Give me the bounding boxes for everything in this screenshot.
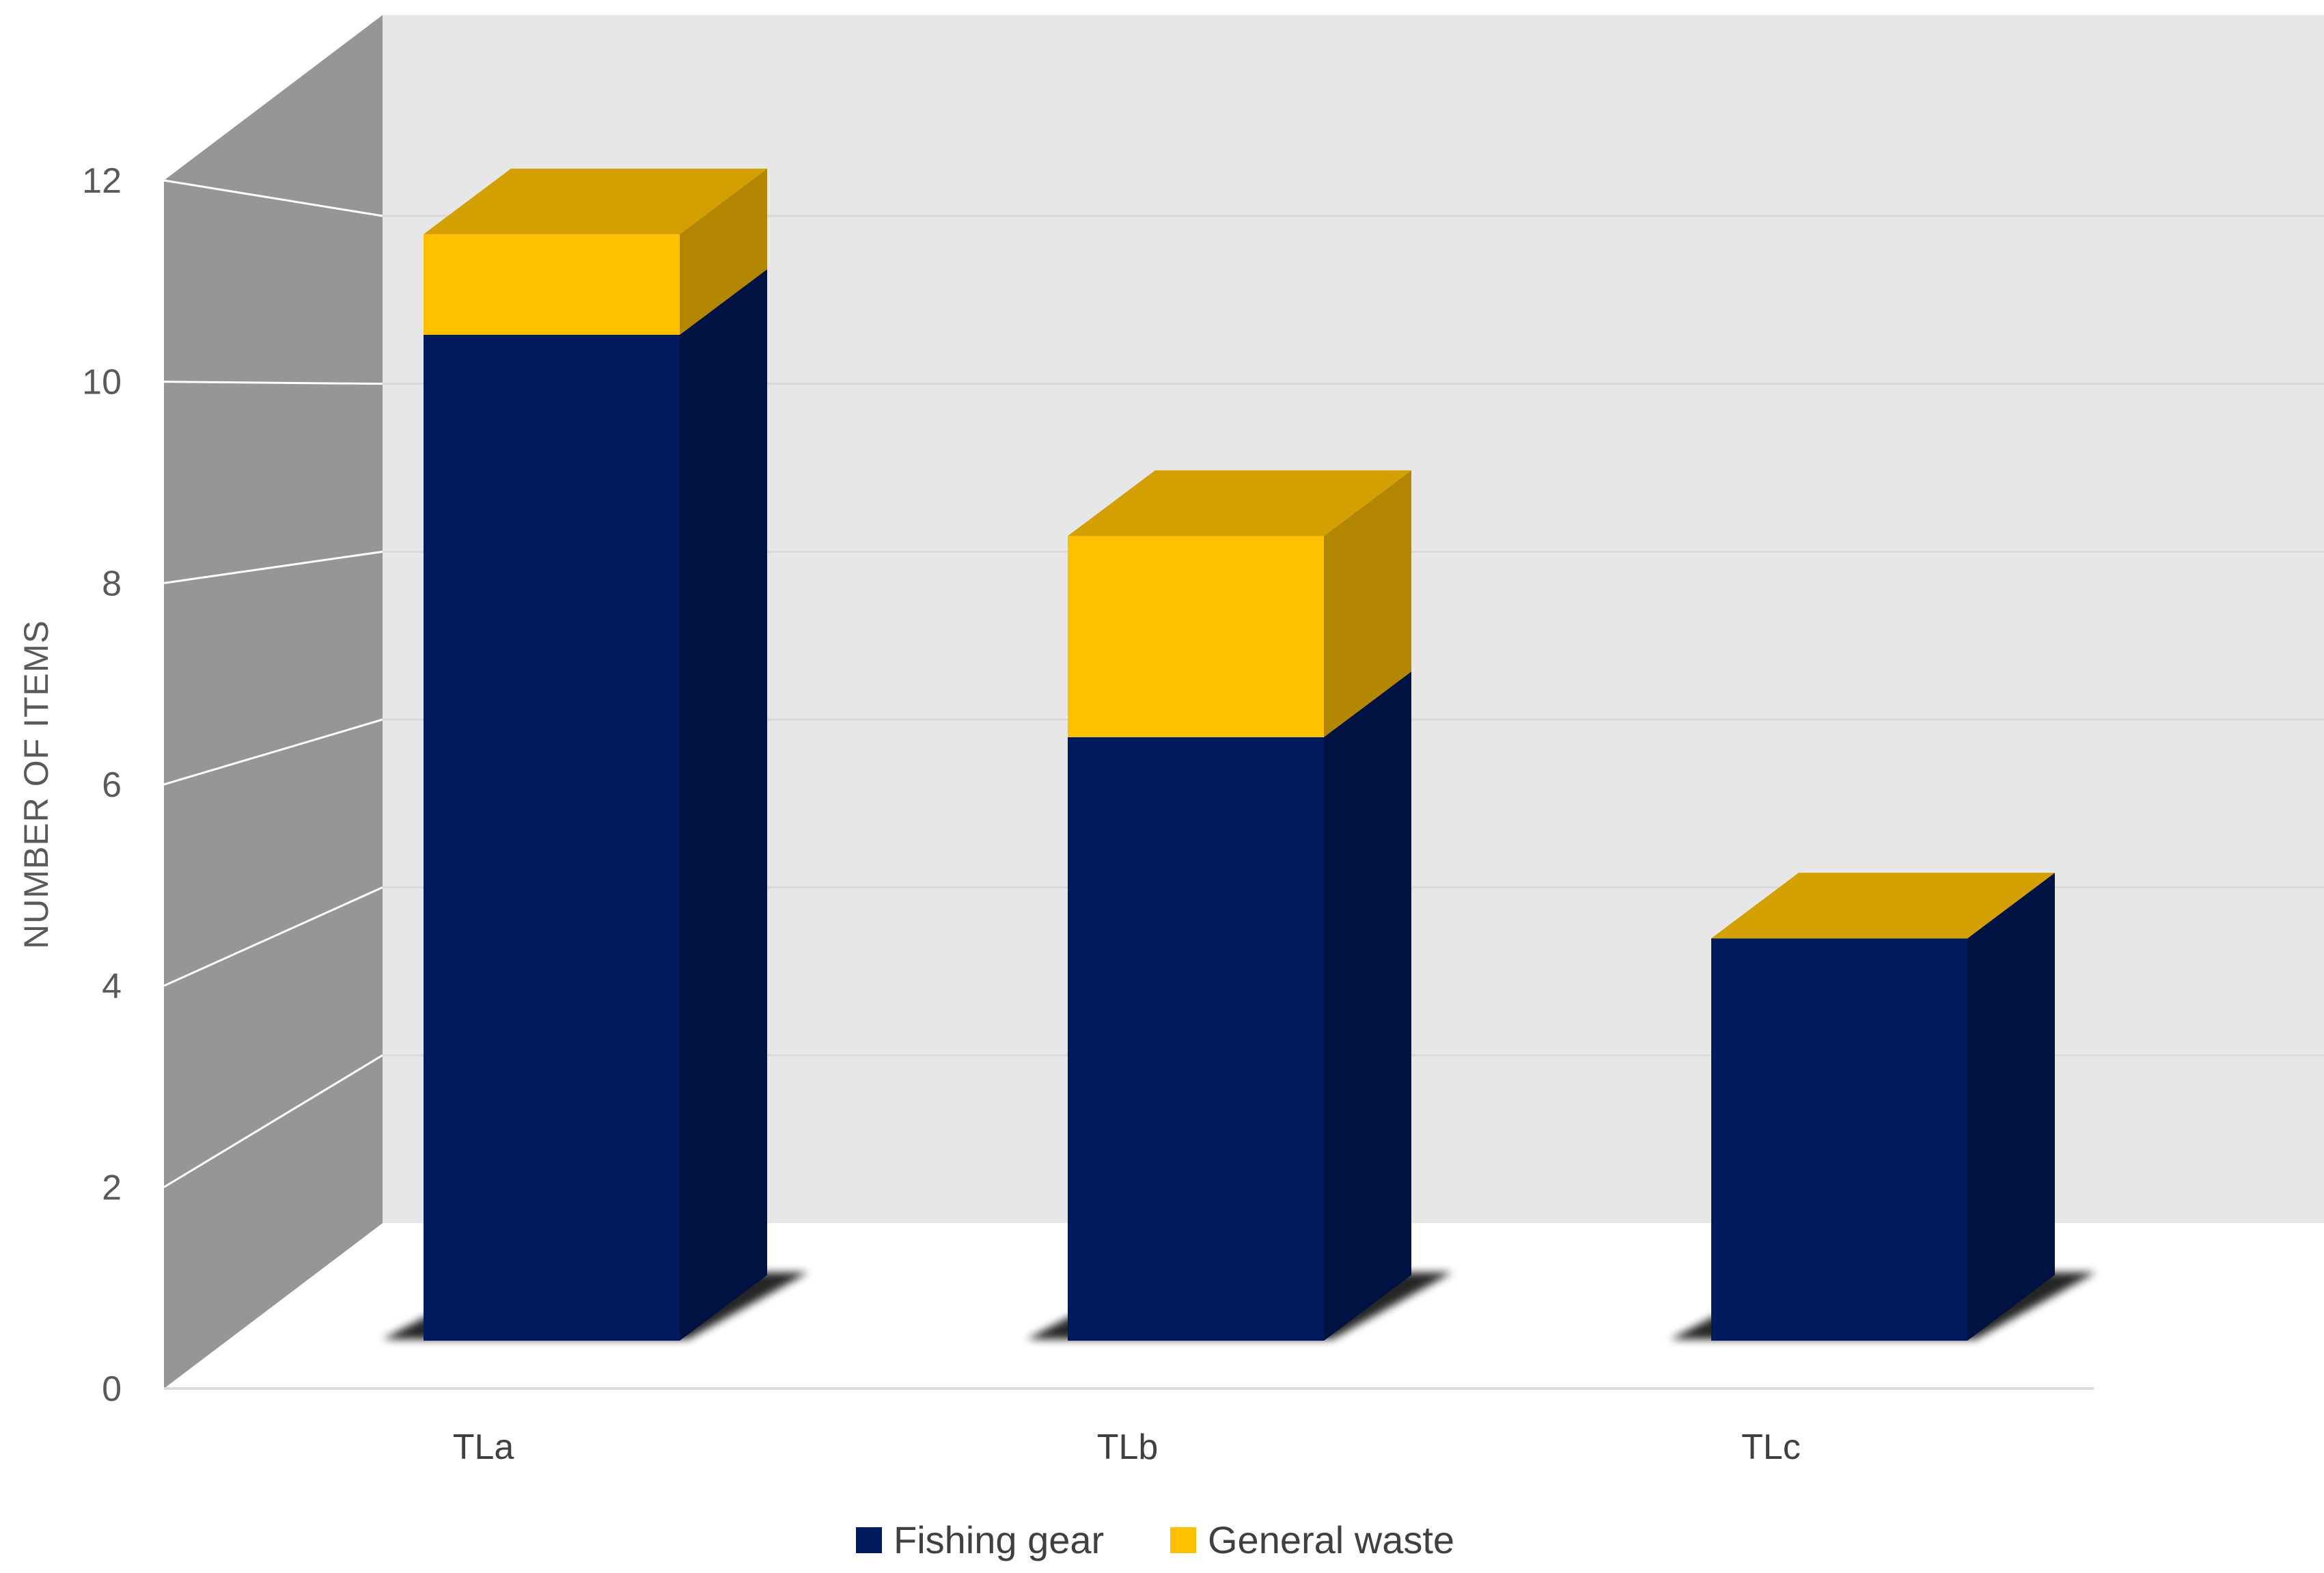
bar-tlb-fishing-gear [1068, 737, 1324, 1341]
gridline-side [163, 550, 383, 584]
legend-swatch-fishing-gear [856, 1527, 882, 1553]
gridline-side [163, 718, 383, 786]
legend: Fishing gear General waste [856, 1518, 1454, 1561]
bar-side-tlc-fishing-gear [1967, 873, 2055, 1341]
x-tick-label-tlc: TLc [1741, 1427, 1801, 1467]
y-axis-title: NUMBER OF ITEMS [17, 620, 55, 949]
bar-side-tlb-general-waste [1324, 470, 1411, 737]
bars [383, 168, 2096, 1341]
legend-label-general-waste: General waste [1208, 1518, 1454, 1561]
bar-tlb-general-waste [1068, 536, 1324, 737]
bar-group-tlc [1670, 873, 2096, 1341]
bar-tla-general-waste [424, 234, 680, 335]
bar-tlc-fishing-gear [1711, 938, 1967, 1341]
x-axis-category-labels: TLa TLb TLc [453, 1427, 1801, 1467]
y-tick-label: 6 [102, 765, 122, 805]
gridline-side [163, 886, 383, 987]
side-wall [164, 15, 383, 1389]
legend-swatch-general-waste [1170, 1527, 1196, 1553]
y-tick-label: 4 [102, 967, 122, 1007]
gridline-side [163, 179, 383, 217]
y-axis-tick-labels: 0 2 4 6 8 10 12 [82, 161, 122, 1409]
bar-top-tlc [1711, 873, 2055, 939]
y-tick-label: 8 [102, 564, 122, 603]
bar-top-tla [424, 168, 767, 234]
bar-group-tlb [1027, 470, 1452, 1341]
y-tick-label: 12 [82, 161, 122, 201]
y-tick-label: 0 [102, 1369, 122, 1409]
gridline-side [163, 1054, 383, 1188]
bar-side-tla-general-waste [680, 168, 767, 335]
x-tick-label-tlb: TLb [1097, 1427, 1159, 1467]
bar-tla-fishing-gear [424, 335, 680, 1341]
x-tick-label-tla: TLa [453, 1427, 514, 1467]
bar-top-tlb [1068, 470, 1411, 536]
bar-group-tla [383, 168, 808, 1341]
legend-label-fishing-gear: Fishing gear [894, 1518, 1104, 1561]
gridline-side [163, 381, 383, 385]
bar-side-tla-fishing-gear [680, 269, 767, 1341]
y-tick-label: 2 [102, 1168, 122, 1207]
bar-side-tlb-fishing-gear [1324, 671, 1411, 1341]
y-tick-label: 10 [82, 363, 122, 402]
